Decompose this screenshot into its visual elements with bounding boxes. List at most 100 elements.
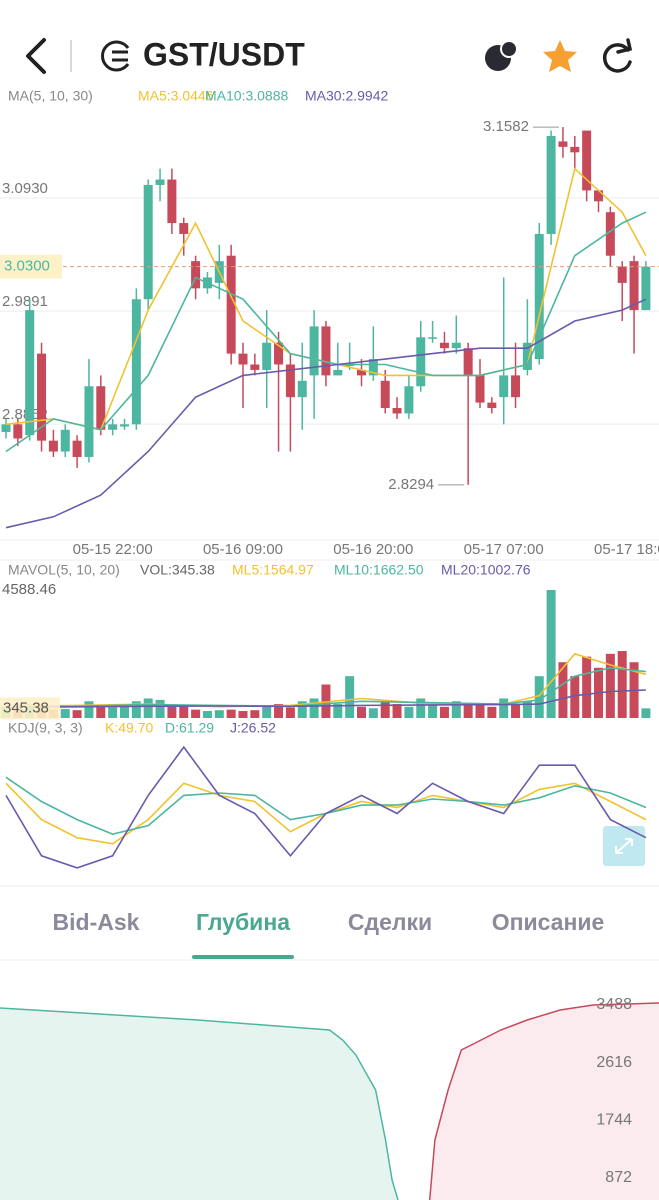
current-volume-badge bbox=[0, 697, 60, 720]
x-tick-label: 05-16 20:00 bbox=[333, 541, 413, 558]
candle-body bbox=[238, 353, 248, 365]
candle-body bbox=[25, 310, 35, 436]
candle-body bbox=[558, 141, 568, 147]
candle-body bbox=[333, 369, 343, 376]
legend-title: MAVOL(5, 10, 20) bbox=[8, 562, 120, 578]
volume-bar bbox=[285, 707, 295, 718]
tab[interactable]: Bid-Ask bbox=[53, 909, 140, 935]
candle-body bbox=[357, 369, 366, 376]
candle-body bbox=[1, 424, 11, 432]
share-button[interactable] bbox=[602, 38, 633, 73]
candle-body bbox=[570, 146, 580, 153]
volume-bar bbox=[345, 676, 355, 718]
volume-bar bbox=[179, 705, 189, 718]
volume-bar bbox=[392, 704, 402, 718]
y-tick-label: 2616 bbox=[596, 1054, 632, 1071]
candle-body bbox=[617, 266, 627, 283]
x-tick-label: 05-16 09:00 bbox=[203, 541, 283, 558]
volume-bar bbox=[191, 709, 201, 718]
candle-body bbox=[428, 337, 438, 339]
volume-bar bbox=[72, 710, 82, 718]
candle-body bbox=[522, 342, 532, 370]
volume-bar bbox=[226, 709, 236, 718]
legend-title: KDJ(9, 3, 3) bbox=[8, 720, 83, 736]
legend-item: D:61.29 bbox=[165, 720, 214, 736]
candle-body bbox=[120, 424, 129, 427]
x-tick-label: 05-17 18:00 bbox=[594, 541, 659, 558]
expand-button[interactable] bbox=[603, 826, 645, 866]
volume-bar bbox=[404, 706, 414, 718]
candle-body bbox=[285, 364, 295, 398]
volume-bar bbox=[167, 704, 177, 718]
y-tick-label: 1744 bbox=[596, 1112, 632, 1129]
kdj-line bbox=[5, 776, 647, 835]
favorite-button[interactable] bbox=[543, 40, 577, 72]
mavol-line bbox=[5, 689, 646, 709]
volume-bar bbox=[357, 706, 366, 718]
pair-title: GST/USDT bbox=[143, 36, 305, 72]
volume-bar bbox=[333, 704, 343, 718]
ma-line bbox=[5, 298, 647, 529]
volume-bar bbox=[155, 699, 165, 718]
volume-bar bbox=[463, 704, 473, 718]
y-tick-label: 872 bbox=[605, 1169, 632, 1186]
kdj-line bbox=[5, 745, 647, 869]
candle-body bbox=[191, 261, 201, 289]
candle-body bbox=[84, 386, 94, 457]
candle-body bbox=[13, 424, 23, 439]
candle-body bbox=[629, 261, 639, 311]
volume-bar bbox=[131, 701, 141, 718]
candle-body bbox=[439, 342, 449, 349]
y-tick-label: 3488 bbox=[596, 996, 632, 1013]
volume-bar bbox=[262, 706, 272, 718]
legend-item: ML20:1002.76 bbox=[441, 562, 531, 578]
candle-body bbox=[463, 348, 473, 376]
y-tick-label: 2.8852 bbox=[2, 406, 48, 423]
x-tick-label: 05-15 22:00 bbox=[73, 541, 153, 558]
candle-body bbox=[487, 402, 497, 409]
compare-button[interactable] bbox=[485, 40, 518, 71]
legend-item: ML10:1662.50 bbox=[334, 562, 424, 578]
volume-bar bbox=[534, 676, 544, 718]
volume-bar bbox=[96, 705, 106, 718]
volume-bar bbox=[439, 706, 449, 718]
coin-icon bbox=[101, 40, 130, 72]
legend-title: MA(5, 10, 30) bbox=[8, 88, 93, 104]
candle-body bbox=[167, 179, 177, 224]
candle-body bbox=[392, 408, 402, 414]
volume-bar bbox=[297, 701, 307, 718]
candle-body bbox=[226, 255, 236, 354]
volume-bar bbox=[202, 711, 212, 718]
volume-bar bbox=[250, 710, 260, 718]
legend-item: K:49.70 bbox=[105, 720, 153, 736]
volume-bar bbox=[416, 698, 426, 718]
candle-body bbox=[511, 375, 521, 398]
extreme-label: 2.8294 bbox=[388, 476, 434, 493]
candle-body bbox=[262, 342, 272, 370]
volume-bar bbox=[617, 651, 627, 718]
y-tick-label: 2.9891 bbox=[2, 293, 48, 310]
legend-item: VOL:345.38 bbox=[140, 562, 215, 578]
mavol-line bbox=[5, 666, 646, 708]
volume-bar bbox=[487, 706, 497, 718]
volume-bar bbox=[214, 710, 224, 718]
volume-bar bbox=[84, 701, 94, 718]
legend-item: ML5:1564.97 bbox=[232, 562, 314, 578]
candle-body bbox=[108, 424, 118, 430]
tab[interactable]: Сделки bbox=[348, 909, 432, 935]
volume-bar bbox=[60, 709, 70, 718]
candle-body bbox=[143, 184, 153, 300]
candle-body bbox=[37, 353, 47, 441]
tab[interactable]: Описание bbox=[492, 909, 605, 935]
tab[interactable]: Глубина bbox=[196, 909, 290, 935]
candle-body bbox=[499, 375, 509, 398]
volume-bar bbox=[274, 704, 284, 718]
back-button[interactable] bbox=[26, 38, 46, 74]
legend-item: MA10:3.0888 bbox=[205, 88, 288, 104]
legend-item: MA30:2.9942 bbox=[305, 88, 388, 104]
volume-bar bbox=[499, 698, 509, 718]
volume-bar bbox=[641, 708, 651, 718]
volume-bar bbox=[522, 701, 532, 718]
volume-bar bbox=[451, 701, 461, 718]
